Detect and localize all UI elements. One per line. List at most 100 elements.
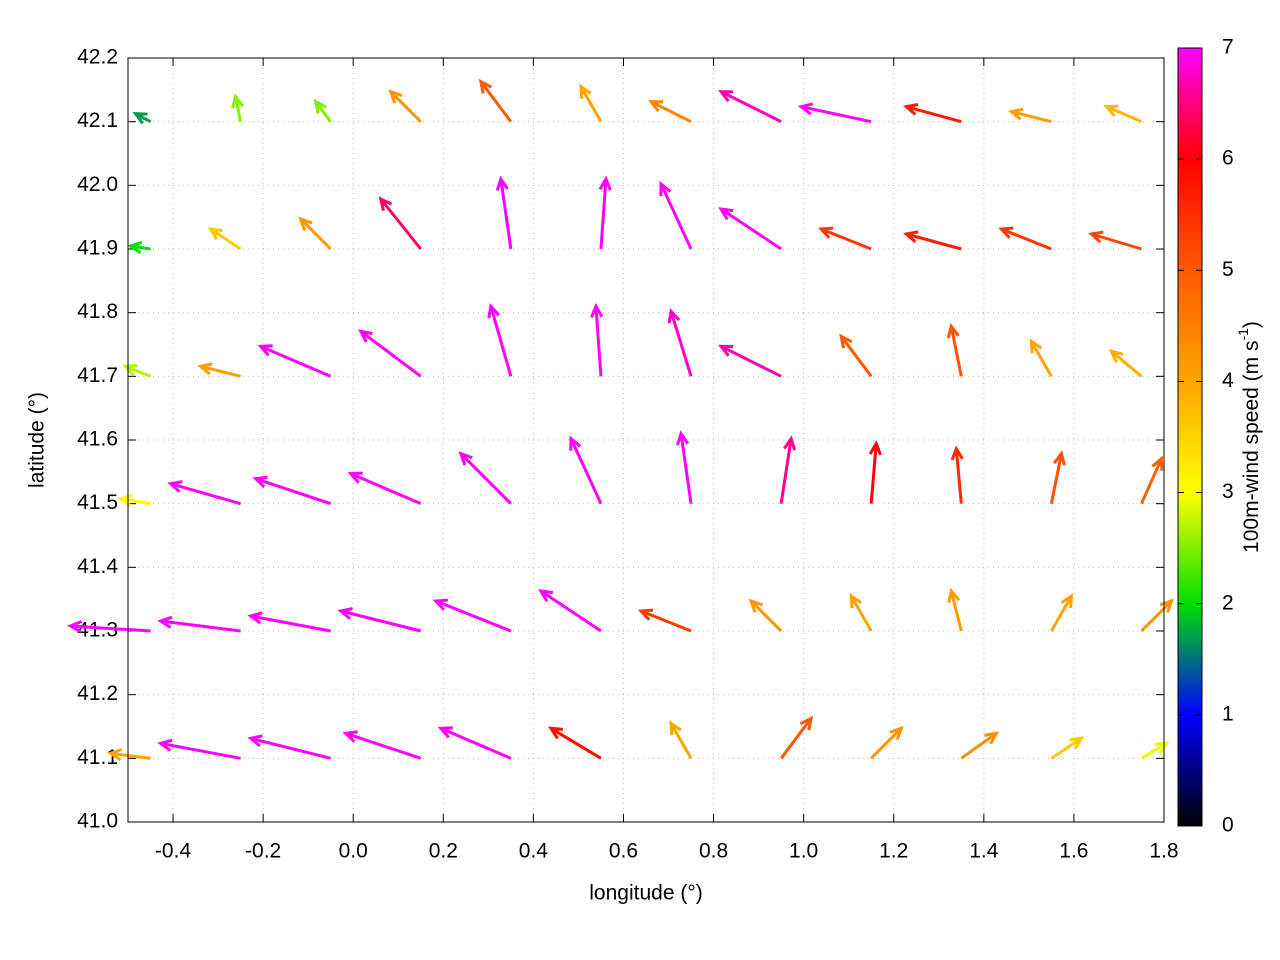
wind-arrow xyxy=(748,598,783,633)
x-tick-label: 1.4 xyxy=(969,840,999,863)
wind-arrow xyxy=(495,175,513,250)
wind-arrow xyxy=(598,175,612,250)
x-tick-label: 1.0 xyxy=(789,840,818,863)
x-tick-label: 0.8 xyxy=(699,840,728,863)
wind-arrow xyxy=(167,480,242,506)
wind-arrow xyxy=(870,725,904,760)
x-tick-label: 1.8 xyxy=(1149,840,1178,863)
colorbar-label-main: 100m-wind speed (m s xyxy=(1240,341,1263,553)
wind-arrow xyxy=(718,344,782,378)
wind-arrow xyxy=(1029,338,1053,378)
x-tick-label: 0.0 xyxy=(339,840,368,863)
wind-arrow xyxy=(1140,455,1164,505)
wind-arrow xyxy=(849,593,873,632)
colorbar-tick-label: 0 xyxy=(1222,814,1234,837)
wind-arrow xyxy=(659,180,693,250)
wind-arrow xyxy=(127,241,151,255)
wind-arrow xyxy=(478,78,513,123)
wind-arrow xyxy=(946,322,963,377)
wind-arrow xyxy=(247,611,331,633)
wind-arrow xyxy=(547,726,602,760)
y-tick-label: 41.7 xyxy=(77,364,118,387)
y-tick-label: 41.8 xyxy=(77,300,118,323)
wind-arrow xyxy=(947,587,963,632)
y-tick-label: 41.2 xyxy=(77,682,118,705)
y-tick-label: 41.9 xyxy=(77,237,118,260)
wind-arrow xyxy=(342,730,422,760)
wind-arrow xyxy=(1140,741,1170,760)
wind-arrow xyxy=(437,726,512,760)
colorbar-tick-label: 5 xyxy=(1222,258,1234,281)
wind-arrow xyxy=(779,715,814,760)
x-axis-label: longitude (°) xyxy=(589,882,702,905)
x-tick-label: 0.4 xyxy=(519,840,549,863)
wind-arrow xyxy=(647,100,692,124)
y-tick-label: 41.0 xyxy=(77,810,118,833)
wind-arrow xyxy=(1050,593,1074,632)
wind-arrow xyxy=(797,102,872,124)
colorbar-label: 100m-wind speed (m s-1) xyxy=(1235,321,1263,553)
colorbar-label-end: ) xyxy=(1240,321,1263,328)
colorbar xyxy=(1177,47,1203,827)
y-tick-label: 42.0 xyxy=(77,173,118,196)
x-tick-label: -0.2 xyxy=(245,840,281,863)
wind-arrow xyxy=(157,738,241,760)
x-tick-label: -0.4 xyxy=(155,840,192,863)
wind-arrow xyxy=(122,364,152,378)
wind-arrow xyxy=(579,83,603,123)
wind-arrow xyxy=(231,93,245,122)
wind-arrow xyxy=(902,102,962,124)
wind-arrow xyxy=(1088,230,1142,251)
colorbar-tick-label: 2 xyxy=(1222,591,1234,614)
colorbar-tick-label: 6 xyxy=(1222,147,1234,170)
colorbar-tick-label: 4 xyxy=(1222,369,1234,392)
colorbar-label-sup: -1 xyxy=(1235,328,1251,341)
colorbar-tick-label: 1 xyxy=(1222,702,1234,725)
wind-arrow xyxy=(960,731,1000,760)
wind-arrow xyxy=(868,440,882,504)
y-tick-label: 41.4 xyxy=(77,555,118,578)
y-tick-label: 41.6 xyxy=(77,428,118,451)
wind-arrow xyxy=(538,589,602,633)
wind-arrow xyxy=(1008,107,1052,124)
wind-arrow xyxy=(157,615,241,633)
wind-arrow xyxy=(132,112,152,125)
colorbar-tick-label: 7 xyxy=(1222,36,1234,59)
wind-arrow xyxy=(358,329,422,378)
plot-frame xyxy=(127,57,1165,823)
x-tick-label: 0.6 xyxy=(609,840,638,863)
wind-arrow xyxy=(257,344,332,378)
wind-arrow xyxy=(1103,104,1143,124)
colorbar-tick-label: 3 xyxy=(1222,480,1234,503)
wind-arrow xyxy=(67,620,151,634)
wind-arrow xyxy=(669,720,693,760)
y-tick-label: 41.3 xyxy=(77,619,118,642)
x-tick-label: 0.2 xyxy=(429,840,458,863)
y-tick-label: 41.5 xyxy=(77,491,118,514)
wind-arrow xyxy=(487,303,513,377)
wind-arrow xyxy=(718,90,782,124)
wind-arrow xyxy=(902,230,962,251)
wind-arrow xyxy=(818,226,872,251)
wind-arrow xyxy=(637,608,692,633)
wind-arrow xyxy=(388,89,422,123)
wind-arrow xyxy=(247,734,332,760)
wind-arrow xyxy=(252,475,332,506)
vector-field xyxy=(67,78,1174,762)
wind-arrow xyxy=(1140,598,1174,633)
wind-arrow xyxy=(675,430,693,504)
y-tick-label: 42.2 xyxy=(77,46,118,69)
wind-arrow xyxy=(779,435,797,504)
wind-arrow xyxy=(667,308,693,377)
wind-arrow xyxy=(347,471,422,506)
y-axis-label: latitude (°) xyxy=(26,392,49,488)
y-tick-label: 42.1 xyxy=(77,109,118,132)
wind-arrow xyxy=(337,607,422,633)
wind-arrow xyxy=(839,333,873,378)
x-tick-label: 1.2 xyxy=(879,840,908,863)
y-tick-label: 41.1 xyxy=(77,746,118,769)
wind-arrow xyxy=(378,196,422,250)
wind-arrow xyxy=(950,445,964,504)
wind-arrow xyxy=(1049,450,1066,504)
